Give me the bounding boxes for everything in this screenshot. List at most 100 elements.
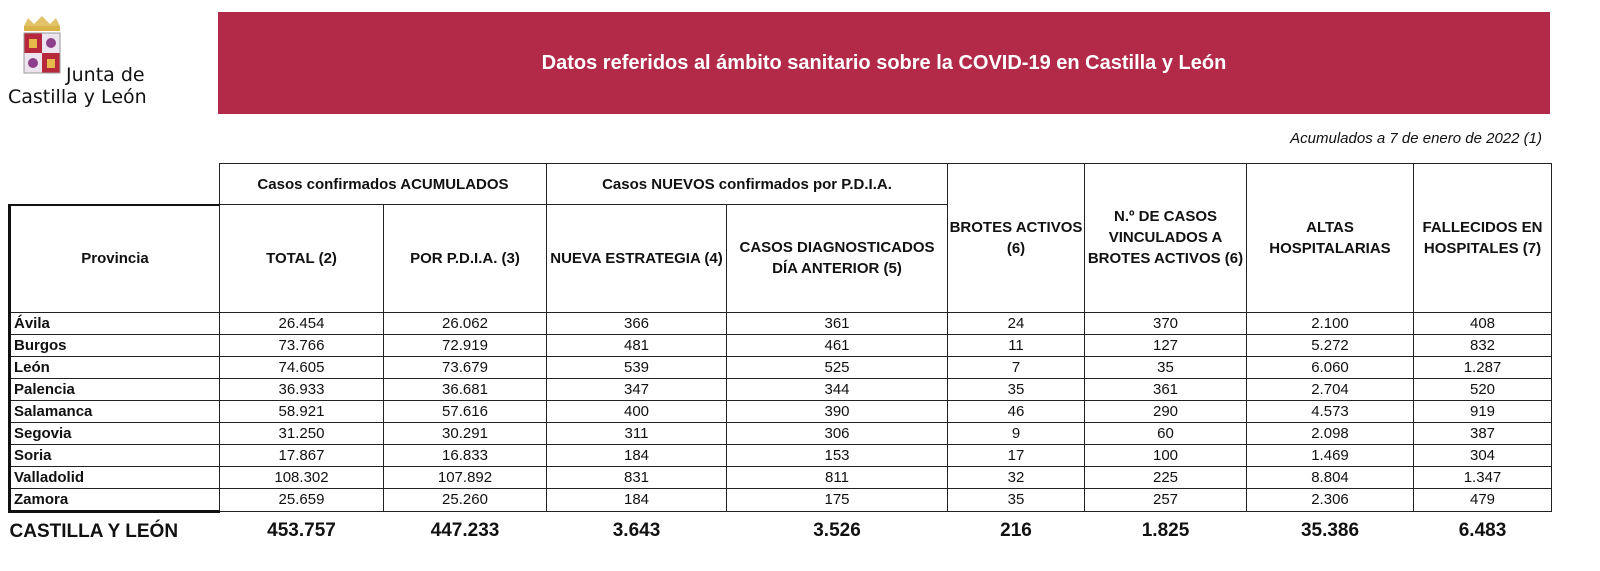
group-header-new: Casos NUEVOS confirmados por P.D.I.A. (546, 163, 948, 205)
cell-value: 6.060 (1246, 355, 1414, 379)
cell-value: 400 (546, 399, 727, 423)
table-row: Salamanca 58.921 57.616 400 390 46 290 4.573 919 (8, 399, 1552, 423)
cell-value: 408 (1413, 311, 1552, 335)
cell-value: 26.062 (383, 311, 547, 335)
cell-value: 366 (546, 311, 727, 335)
cell-value: 5.272 (1246, 333, 1414, 357)
cell-value: 73.679 (383, 355, 547, 379)
cell-value: 481 (546, 333, 727, 357)
cell-value: 26.454 (219, 311, 384, 335)
total-value: 447.233 (430, 520, 500, 541)
table-row: Soria 17.867 16.833 184 153 17 100 1.469 304 (8, 443, 1552, 467)
table-row: León 74.605 73.679 539 525 7 35 6.060 1.287 (8, 355, 1552, 379)
province-name: Salamanca (8, 399, 220, 423)
blank-header (10, 164, 220, 205)
cell-value: 311 (546, 421, 727, 445)
cell-value: 520 (1413, 377, 1552, 401)
cell-value: 390 (726, 399, 948, 423)
cell-value: 2.704 (1246, 377, 1414, 401)
cell-value: 2.306 (1246, 487, 1414, 512)
cell-value: 36.933 (219, 377, 384, 401)
covid-data-table: Casos confirmados ACUMULADOS Casos NUEVO… (8, 163, 1552, 547)
col-header-brotes: BROTES ACTIVOS (6) (947, 163, 1085, 313)
cell-value: 184 (546, 487, 727, 512)
cell-value: 1.287 (1413, 355, 1552, 379)
cell-value: 16.833 (383, 443, 547, 467)
total-value: 6.483 (1458, 520, 1507, 541)
province-name: Burgos (8, 333, 220, 357)
cell-value: 60 (1084, 421, 1247, 445)
table-row: Ávila 26.454 26.062 366 361 24 370 2.100 408 (8, 311, 1552, 335)
cell-value: 1.347 (1413, 465, 1552, 489)
cell-value: 306 (726, 421, 948, 445)
cell-value: 9 (947, 421, 1085, 445)
cell-value: 74.605 (219, 355, 384, 379)
cell-value: 127 (1084, 333, 1247, 357)
logo-text: Junta de Castilla y León (8, 64, 147, 108)
cell-value: 24 (947, 311, 1085, 335)
col-header-nueva-estrategia: NUEVA ESTRATEGIA (4) (546, 204, 727, 313)
total-value: 35.386 (1300, 520, 1360, 541)
col-header-total: TOTAL (2) (219, 204, 384, 313)
col-header-fallecidos: FALLECIDOS EN HOSPITALES (7) (1413, 163, 1552, 313)
coat-of-arms-icon (23, 16, 61, 74)
province-name: Palencia (8, 377, 220, 401)
table-row: Palencia 36.933 36.681 347 344 35 361 2.704 520 (8, 377, 1552, 401)
col-header-pdia: POR P.D.I.A. (3) (383, 204, 547, 313)
cell-value: 811 (726, 465, 948, 489)
date-note: Acumulados a 7 de enero de 2022 (1) (1290, 130, 1542, 147)
cell-value: 7 (947, 355, 1085, 379)
cell-value: 57.616 (383, 399, 547, 423)
total-value: 3.526 (813, 520, 861, 541)
province-name: Valladolid (8, 465, 220, 489)
province-name: Segovia (8, 421, 220, 445)
cell-value: 36.681 (383, 377, 547, 401)
cell-value: 347 (546, 377, 727, 401)
province-name: Soria (8, 443, 220, 467)
cell-value: 72.919 (383, 333, 547, 357)
cell-value: 17.867 (219, 443, 384, 467)
cell-value: 32 (947, 465, 1085, 489)
cell-value: 257 (1084, 487, 1247, 512)
cell-value: 35 (947, 487, 1085, 512)
cell-value: 361 (1084, 377, 1247, 401)
junta-logo: Junta de Castilla y León (8, 16, 208, 116)
cell-value: 108.302 (219, 465, 384, 489)
cell-value: 225 (1084, 465, 1247, 489)
province-name: León (8, 355, 220, 379)
cell-value: 290 (1084, 399, 1247, 423)
cell-value: 58.921 (219, 399, 384, 423)
table-row: Segovia 31.250 30.291 311 306 9 60 2.098 387 (8, 421, 1552, 445)
col-header-dia-anterior: CASOS DIAGNOSTICADOS DÍA ANTERIOR (5) (726, 204, 948, 313)
cell-value: 73.766 (219, 333, 384, 357)
col-header-provincia: Provincia (8, 203, 220, 313)
cell-value: 153 (726, 443, 948, 467)
cell-value: 107.892 (383, 465, 547, 489)
cell-value: 832 (1413, 333, 1552, 357)
table-row: Valladolid 108.302 107.892 831 811 32 225 8.804… (8, 465, 1552, 489)
cell-value: 1.469 (1246, 443, 1414, 467)
province-name: Ávila (8, 311, 220, 335)
col-header-altas: ALTAS HOSPITALARIAS (1246, 163, 1414, 313)
table-row: Burgos 73.766 72.919 481 461 11 127 5.272 832 (8, 333, 1552, 357)
cell-value: 525 (726, 355, 948, 379)
table-row: Zamora 25.659 25.260 184 175 35 257 2.306 479 (8, 487, 1552, 512)
cell-value: 35 (947, 377, 1085, 401)
total-value: 1.825 (1141, 520, 1190, 541)
page-title: Datos referidos al ámbito sanitario sobr… (541, 51, 1227, 74)
cell-value: 8.804 (1246, 465, 1414, 489)
cell-value: 25.659 (219, 487, 384, 512)
cell-value: 46 (947, 399, 1085, 423)
cell-value: 539 (546, 355, 727, 379)
total-value: 216 (1000, 520, 1032, 541)
title-banner: Datos referidos al ámbito sanitario sobr… (218, 12, 1550, 114)
cell-value: 387 (1413, 421, 1552, 445)
total-value: 3.643 (612, 520, 661, 541)
cell-value: 370 (1084, 311, 1247, 335)
group-header-accumulated: Casos confirmados ACUMULADOS (219, 163, 547, 205)
cell-value: 461 (726, 333, 948, 357)
col-header-vinculados: N.º DE CASOS VINCULADOS A BROTES ACTIVOS… (1084, 163, 1247, 313)
cell-value: 4.573 (1246, 399, 1414, 423)
cell-value: 919 (1413, 399, 1552, 423)
cell-value: 25.260 (383, 487, 547, 512)
